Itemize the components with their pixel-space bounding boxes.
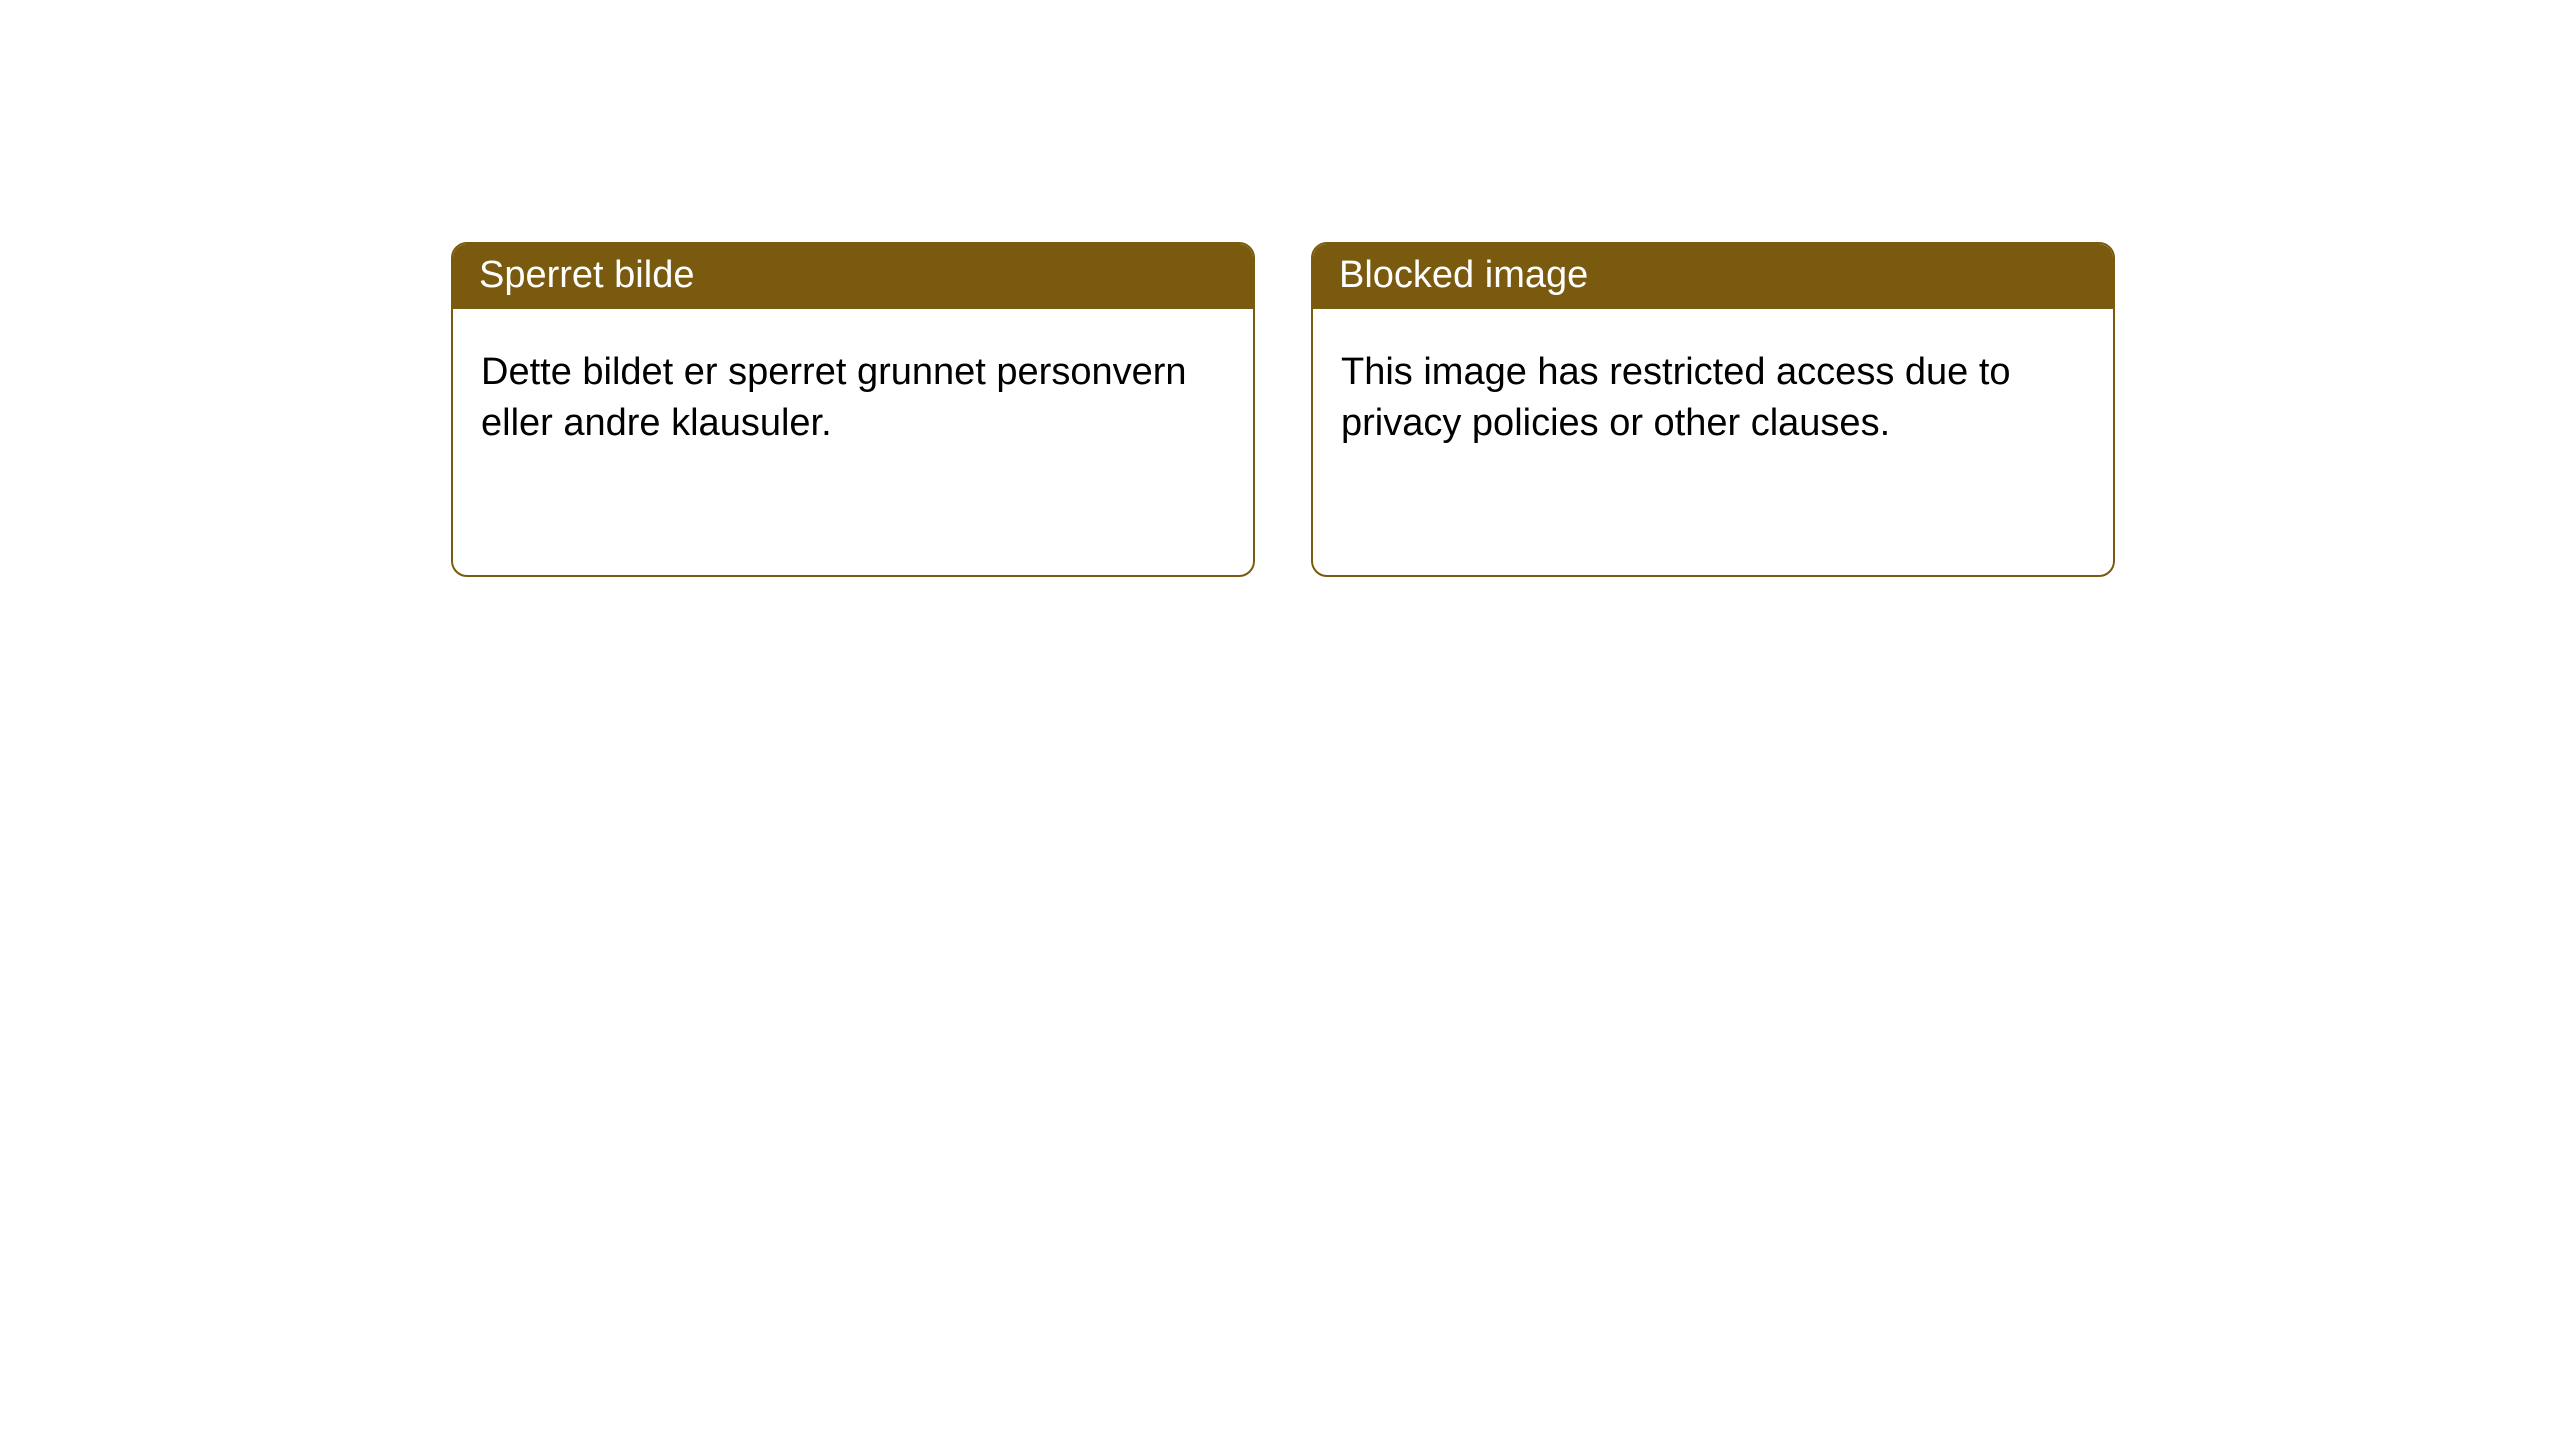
notice-card-norwegian: Sperret bilde Dette bildet er sperret gr… <box>451 242 1255 577</box>
notice-card-english: Blocked image This image has restricted … <box>1311 242 2115 577</box>
card-body: This image has restricted access due to … <box>1313 309 2113 478</box>
card-header: Blocked image <box>1313 244 2113 309</box>
notice-cards-container: Sperret bilde Dette bildet er sperret gr… <box>0 0 2560 577</box>
card-header: Sperret bilde <box>453 244 1253 309</box>
card-body: Dette bildet er sperret grunnet personve… <box>453 309 1253 478</box>
